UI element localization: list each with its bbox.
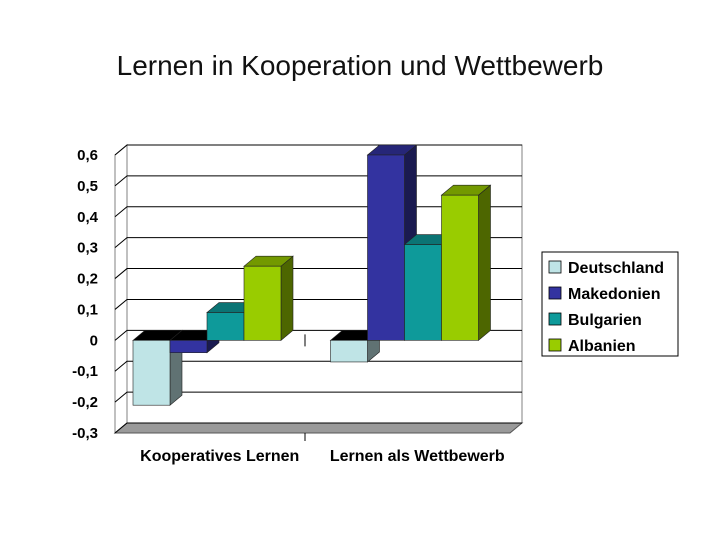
bar-front: [404, 244, 442, 341]
bar-front: [132, 340, 171, 406]
bar-front: [330, 340, 368, 363]
side-wall: [114, 143, 128, 435]
y-tick-label: 0: [90, 332, 98, 349]
gridline: [114, 391, 522, 403]
y-tick-label: -0,1: [72, 363, 98, 380]
y-tick-label: 0,6: [77, 147, 98, 164]
legend: Deutschland Makedonien Bulgarien Albanien: [541, 251, 679, 357]
legend-swatch: [548, 286, 562, 300]
chart-floor: [113, 422, 524, 434]
y-tick-label: 0,4: [77, 209, 99, 226]
y-tick-label: -0,2: [72, 394, 98, 411]
x-category-label: Lernen als Wettbewerb: [330, 448, 505, 465]
bar-front: [367, 154, 405, 341]
y-tick-label: 0,1: [77, 301, 98, 318]
bar-front: [206, 312, 245, 341]
bar-front: [243, 265, 282, 341]
bar-side: [280, 255, 294, 341]
y-tick-label: 0,3: [77, 240, 98, 257]
bar-front: [169, 340, 208, 353]
bar: [440, 184, 492, 341]
legend-label: Bulgarien: [568, 312, 642, 329]
x-category-label: Kooperatives Lernen: [140, 448, 299, 465]
bar: [243, 255, 294, 341]
y-tick-label: 0,5: [77, 178, 98, 195]
legend-label: Makedonien: [568, 286, 660, 303]
y-axis-ticks: 0,6 0,5 0,4 0,3 0,2 0,1 0 -0,1 -0,2 -0,3: [72, 147, 99, 442]
y-tick-label: -0,3: [72, 425, 98, 442]
legend-label: Deutschland: [568, 260, 664, 277]
gridline: [114, 360, 522, 372]
bars: [132, 144, 492, 406]
chart-title: Lernen in Kooperation und Wettbewerb: [116, 50, 604, 81]
legend-swatch: [548, 312, 562, 326]
bar-side: [478, 184, 491, 341]
gridline: [114, 422, 522, 434]
x-axis-labels: Kooperatives Lernen Lernen als Wettbewerb: [140, 334, 505, 465]
bar: [366, 144, 418, 341]
bar-front: [441, 194, 479, 341]
legend-swatch: [548, 260, 562, 274]
y-tick-label: 0,2: [77, 271, 98, 288]
legend-box: [541, 251, 679, 357]
legend-swatch: [548, 338, 562, 352]
legend-label: Albanien: [568, 338, 636, 355]
